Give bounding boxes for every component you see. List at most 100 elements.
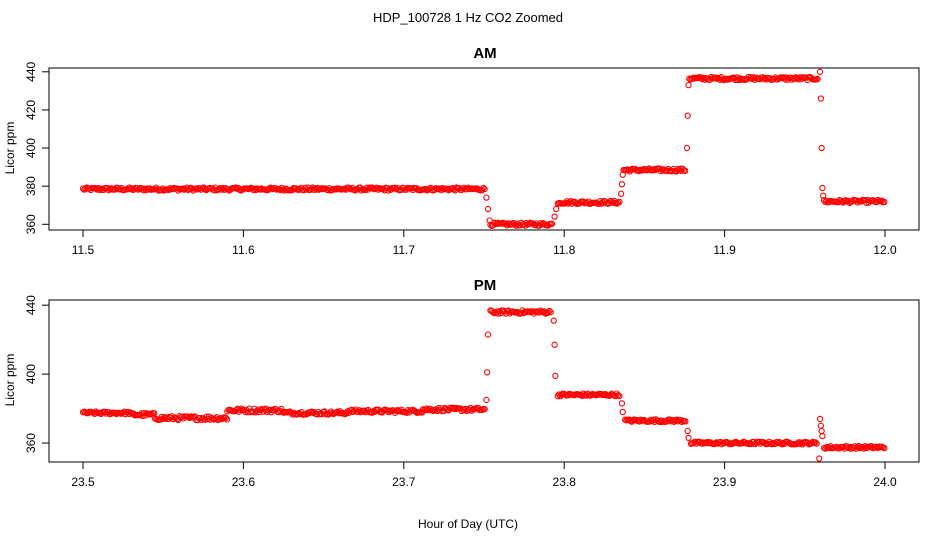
data-point [682,418,689,425]
data-point [480,184,487,192]
data-point [685,434,692,442]
data-point [216,416,223,423]
data-point [812,439,819,446]
data-point [881,444,888,452]
figure-title: HDP_100728 1 Hz CO2 Zoomed [373,10,563,25]
x-tick-label: 12.0 [873,243,897,257]
data-point [819,432,826,440]
x-tick-label: 11.9 [713,243,736,257]
x-tick-label: 11.7 [393,243,416,257]
data-point [630,416,638,423]
data-point [820,192,827,199]
y-tick-label: 400 [24,138,38,158]
data-point [408,407,415,414]
data-point [616,392,623,400]
data-point [483,194,490,201]
x-tick-label: 11.5 [72,243,95,257]
data-point [484,331,492,338]
data-point [816,415,824,423]
y-tick-label: 360 [24,433,38,453]
data-point [816,68,824,75]
x-axis-label: Hour of Day (UTC) [418,517,518,531]
data-point [796,440,804,448]
y-tick-label: 440 [24,61,38,81]
y-tick-label: 360 [24,214,38,234]
data-points [79,307,888,462]
y-axis-label: Licor ppm [3,354,17,407]
data-point [432,185,440,192]
data-point [423,405,431,412]
data-point [551,213,558,220]
x-tick-label: 23.9 [713,475,737,489]
data-point [608,198,615,205]
data-point [618,181,626,188]
x-tick-label: 24.0 [873,475,897,489]
data-point [223,416,231,423]
data-point [711,74,719,81]
data-point [249,408,257,416]
data-point [484,369,491,376]
data-point [673,416,680,423]
panel-am: AM Licor ppm 11.5 11.6 11.7 11.8 11.9 12.0 360… [3,45,920,257]
data-point [819,184,826,192]
data-point [548,220,556,227]
data-point [486,217,493,224]
y-tick-label: 380 [24,176,38,196]
data-points [79,68,888,229]
panel-pm: PM Licor ppm 23.5 23.6 23.7 23.8 23.9 24.0 360… [3,277,920,489]
x-tick-label: 23.5 [71,475,95,489]
data-point [818,427,825,435]
x-tick-label: 23.7 [392,475,416,489]
data-point [683,144,691,152]
data-point [552,372,559,379]
data-point [619,408,626,416]
data-point [768,441,775,448]
data-point [547,309,554,316]
y-tick-label: 440 [24,295,38,315]
data-point [481,185,488,193]
data-point [818,144,825,152]
x-tick-label: 23.6 [232,475,256,489]
tick-group: 11.5 11.6 11.7 11.8 11.9 12.0 360 380 400 420 440 [24,61,897,257]
data-point [685,82,692,89]
data-point [816,455,823,462]
data-point [814,75,821,83]
data-point [551,341,558,348]
data-point [704,438,711,446]
data-point [187,413,195,420]
y-tick-label: 400 [24,364,38,384]
tick-group: 23.5 23.6 23.7 23.8 23.9 24.0 360 400 440 [24,295,897,489]
data-point [616,198,623,206]
data-point [817,95,824,102]
data-point [817,422,824,429]
data-point [684,427,691,435]
x-tick-label: 11.6 [232,243,255,257]
data-point [545,309,552,316]
data-point [618,400,626,407]
data-point [881,198,888,206]
y-axis-label: Licor ppm [3,122,17,175]
data-point [617,190,625,197]
x-tick-label: 23.8 [553,475,577,489]
plot-frame [48,299,920,463]
data-point [554,392,561,400]
data-point [813,440,820,447]
data-point [614,199,622,206]
data-point [484,205,492,213]
data-point [483,396,490,404]
data-point [481,405,488,413]
data-point [237,406,244,414]
data-point [635,167,643,175]
x-tick-label: 11.8 [553,243,576,257]
data-point [773,438,781,446]
data-point [681,167,689,174]
plot-frame [48,67,920,231]
data-point [532,221,539,229]
y-tick-label: 420 [24,100,38,120]
data-point [619,171,626,178]
panel-title: PM [474,277,497,294]
data-point [562,199,569,207]
data-point [684,112,691,119]
